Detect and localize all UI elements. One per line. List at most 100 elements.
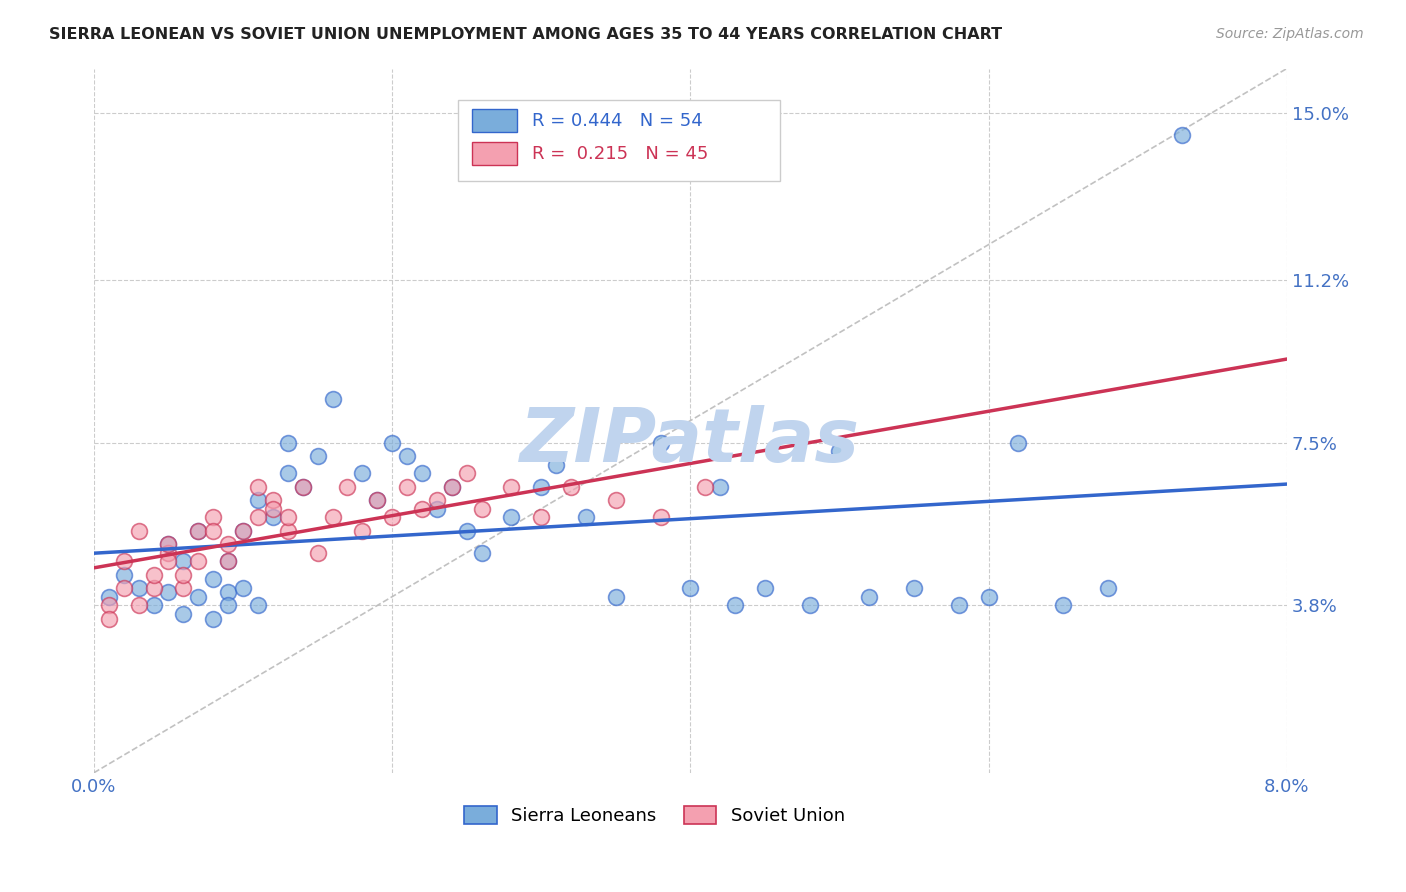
Point <box>291 480 314 494</box>
Point <box>262 501 284 516</box>
Point <box>202 612 225 626</box>
Point <box>530 480 553 494</box>
Point <box>187 590 209 604</box>
FancyBboxPatch shape <box>458 100 780 181</box>
Point <box>426 501 449 516</box>
Point <box>142 599 165 613</box>
Point <box>799 599 821 613</box>
Point <box>277 510 299 524</box>
Text: R =  0.215   N = 45: R = 0.215 N = 45 <box>531 145 709 162</box>
Point <box>172 554 194 568</box>
Point <box>142 567 165 582</box>
Point <box>605 590 627 604</box>
Point <box>471 546 494 560</box>
Point <box>246 599 269 613</box>
Point <box>530 510 553 524</box>
Point <box>440 480 463 494</box>
Text: Source: ZipAtlas.com: Source: ZipAtlas.com <box>1216 27 1364 41</box>
FancyBboxPatch shape <box>472 143 517 165</box>
Point <box>232 581 254 595</box>
Point <box>142 581 165 595</box>
Point <box>232 524 254 538</box>
Point <box>1052 599 1074 613</box>
Point <box>291 480 314 494</box>
Point <box>650 510 672 524</box>
Point <box>709 480 731 494</box>
Point <box>501 510 523 524</box>
Point <box>172 567 194 582</box>
Point <box>605 492 627 507</box>
Point <box>321 392 343 406</box>
Point <box>336 480 359 494</box>
Point <box>157 537 180 551</box>
Point <box>172 581 194 595</box>
Point <box>128 581 150 595</box>
Point <box>187 524 209 538</box>
Point <box>828 444 851 458</box>
Point <box>157 537 180 551</box>
Point <box>202 572 225 586</box>
Point <box>187 524 209 538</box>
FancyBboxPatch shape <box>472 110 517 132</box>
Point <box>217 554 239 568</box>
Point <box>97 612 120 626</box>
Text: R = 0.444   N = 54: R = 0.444 N = 54 <box>531 112 703 129</box>
Point <box>157 585 180 599</box>
Point <box>97 590 120 604</box>
Point <box>112 567 135 582</box>
Point <box>396 449 419 463</box>
Point <box>411 467 433 481</box>
Point <box>352 467 374 481</box>
Point <box>1097 581 1119 595</box>
Point <box>246 510 269 524</box>
Point <box>112 581 135 595</box>
Point <box>858 590 880 604</box>
Legend: Sierra Leoneans, Soviet Union: Sierra Leoneans, Soviet Union <box>456 797 853 834</box>
Point <box>381 435 404 450</box>
Point <box>695 480 717 494</box>
Point <box>262 492 284 507</box>
Point <box>1007 435 1029 450</box>
Point <box>157 554 180 568</box>
Point <box>217 537 239 551</box>
Text: SIERRA LEONEAN VS SOVIET UNION UNEMPLOYMENT AMONG AGES 35 TO 44 YEARS CORRELATIO: SIERRA LEONEAN VS SOVIET UNION UNEMPLOYM… <box>49 27 1002 42</box>
Point <box>1171 128 1194 142</box>
Point <box>232 524 254 538</box>
Point <box>381 510 404 524</box>
Point <box>903 581 925 595</box>
Point <box>754 581 776 595</box>
Point <box>307 546 329 560</box>
Point <box>575 510 598 524</box>
Point <box>217 599 239 613</box>
Point <box>246 480 269 494</box>
Point <box>128 599 150 613</box>
Point <box>396 480 419 494</box>
Point <box>456 467 478 481</box>
Point <box>277 435 299 450</box>
Point <box>202 510 225 524</box>
Point <box>307 449 329 463</box>
Point <box>679 581 702 595</box>
Point <box>352 524 374 538</box>
Point <box>546 458 568 472</box>
Point <box>187 554 209 568</box>
Point <box>366 492 388 507</box>
Point <box>650 435 672 450</box>
Point <box>202 524 225 538</box>
Point <box>560 480 582 494</box>
Point <box>411 501 433 516</box>
Point <box>440 480 463 494</box>
Point <box>128 524 150 538</box>
Point <box>321 510 343 524</box>
Point <box>112 554 135 568</box>
Point <box>456 524 478 538</box>
Point <box>246 492 269 507</box>
Point <box>172 607 194 622</box>
Point <box>277 467 299 481</box>
Point <box>157 546 180 560</box>
Text: ZIPatlas: ZIPatlas <box>520 405 860 478</box>
Point <box>724 599 747 613</box>
Point <box>366 492 388 507</box>
Point <box>277 524 299 538</box>
Point <box>262 510 284 524</box>
